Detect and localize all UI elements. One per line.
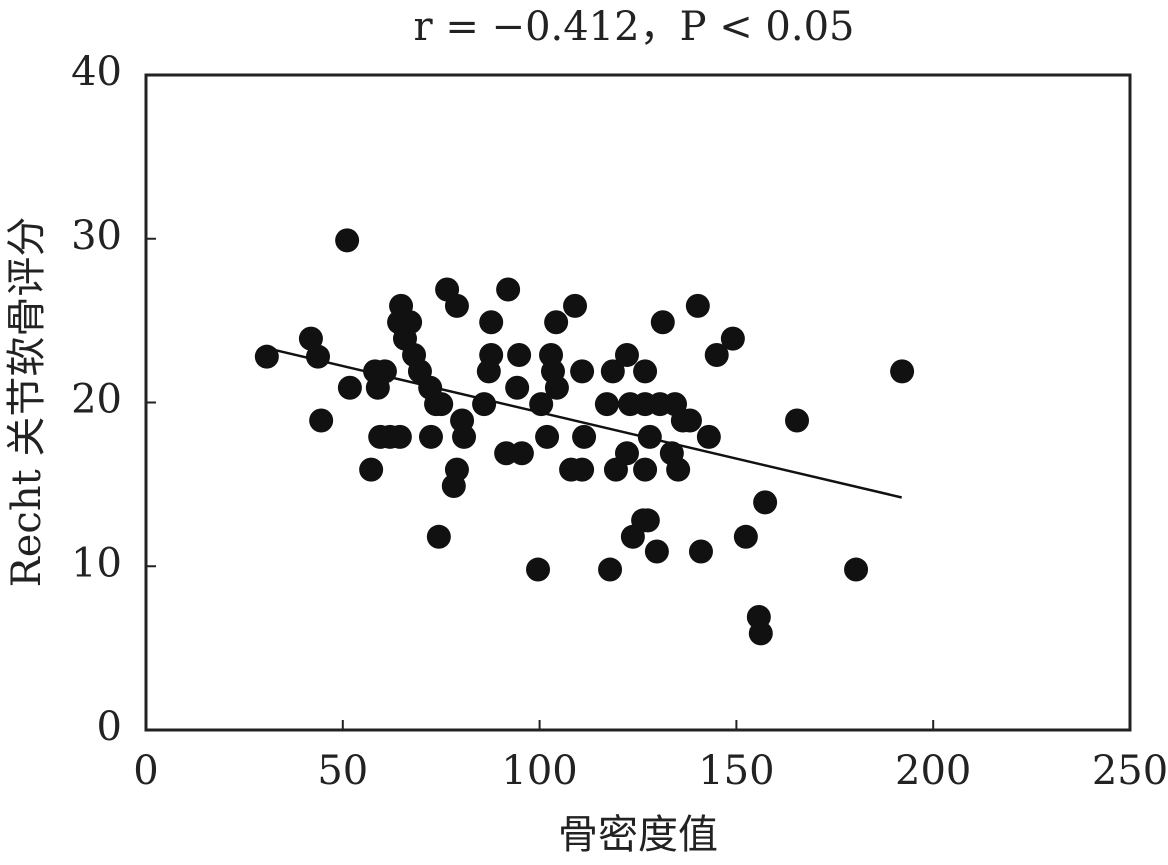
x-axis-label: 骨密度值 (558, 812, 718, 858)
scatter-point (496, 277, 521, 302)
scatter-point (479, 310, 504, 335)
scatter-point (614, 343, 639, 368)
scatter-point (600, 359, 625, 384)
scatter-point (635, 508, 660, 533)
scatter-point (753, 490, 778, 515)
y-axis-label: Recht 关节软骨评分 (4, 217, 50, 588)
y-tick-label: 0 (97, 704, 122, 750)
x-tick-label: 150 (698, 748, 774, 794)
scatter-point (704, 343, 729, 368)
scatter-point (685, 293, 710, 318)
scatter-point (644, 539, 669, 564)
scatter-point (637, 424, 662, 449)
scatter-point (535, 424, 560, 449)
scatter-point (387, 424, 412, 449)
scatter-point (677, 408, 702, 433)
x-tick-label: 0 (133, 748, 158, 794)
y-tick-label: 10 (71, 540, 122, 586)
scatter-point (748, 621, 773, 646)
scatter-point (337, 375, 362, 400)
scatter-point (441, 474, 466, 499)
scatter-point (633, 359, 658, 384)
scatter-point (254, 344, 279, 369)
chart-title: r = −0.412，P < 0.05 (413, 4, 854, 50)
scatter-point (650, 310, 675, 335)
scatter-point (733, 524, 758, 549)
scatter-point (444, 293, 469, 318)
scatter-point (696, 424, 721, 449)
scatter-point (507, 343, 532, 368)
scatter-point (335, 228, 360, 253)
scatter-point (452, 424, 477, 449)
scatter-point (509, 441, 534, 466)
scatter-point (598, 557, 623, 582)
scatter-point (426, 524, 451, 549)
scatter-point (785, 408, 810, 433)
scatter-point (472, 392, 497, 417)
scatter-point (298, 326, 323, 351)
scatter-point (429, 392, 454, 417)
scatter-point (844, 557, 869, 582)
y-tick-label: 40 (71, 49, 122, 95)
scatter-point (365, 375, 390, 400)
scatter-point (720, 326, 745, 351)
scatter-point (594, 392, 619, 417)
scatter-point (614, 441, 639, 466)
scatter-point (544, 310, 569, 335)
scatter-point (526, 557, 551, 582)
scatter-point (505, 375, 530, 400)
scatter-point (688, 539, 713, 564)
scatter-point (544, 375, 569, 400)
scatter-point (633, 457, 658, 482)
scatter-point (666, 457, 691, 482)
scatter-point (306, 344, 331, 369)
scatter-point (572, 424, 597, 449)
trend-line (267, 347, 902, 499)
y-tick-label: 20 (71, 377, 122, 423)
scatter-point (418, 424, 443, 449)
y-tick-label: 30 (71, 213, 122, 259)
x-tick-label: 50 (317, 748, 368, 794)
x-tick-label: 250 (1092, 748, 1168, 794)
scatter-point (570, 457, 595, 482)
scatter-point (309, 408, 334, 433)
scatter-point (476, 359, 501, 384)
scatter-point (890, 359, 915, 384)
x-tick-label: 100 (501, 748, 577, 794)
x-tick-label: 200 (895, 748, 971, 794)
scatter-point (359, 457, 384, 482)
scatter-point (570, 359, 595, 384)
scatter-point (563, 293, 588, 318)
